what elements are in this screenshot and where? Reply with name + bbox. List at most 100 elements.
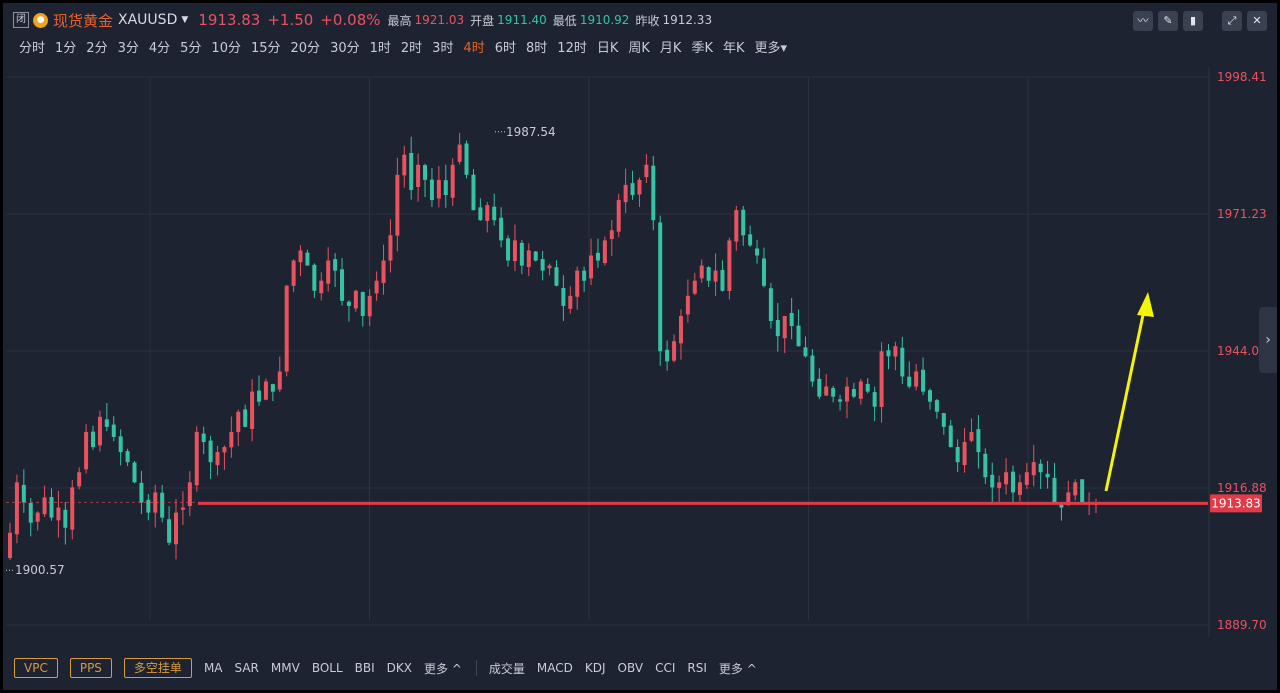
candle-body[interactable] — [554, 267, 559, 286]
candle-body[interactable] — [409, 152, 414, 190]
candle-body[interactable] — [983, 453, 988, 478]
candle-body[interactable] — [962, 442, 967, 466]
candle-body[interactable] — [506, 238, 511, 261]
candle-body[interactable] — [810, 355, 815, 382]
period-option[interactable]: 月K — [659, 41, 682, 56]
candle-body[interactable] — [1031, 462, 1036, 476]
candle-body[interactable] — [1038, 463, 1043, 473]
candle-body[interactable] — [616, 200, 621, 232]
candle-body[interactable] — [236, 411, 241, 433]
period-option[interactable]: 2时 — [400, 41, 423, 56]
candle-body[interactable] — [492, 206, 497, 221]
indicator-cci[interactable]: CCI — [655, 661, 676, 675]
candle-body[interactable] — [990, 474, 995, 488]
candle-body[interactable] — [1024, 472, 1029, 485]
candle-body[interactable] — [423, 165, 428, 180]
candle-body[interactable] — [678, 315, 683, 344]
candle-body[interactable] — [540, 259, 545, 271]
candle-body[interactable] — [1004, 472, 1009, 485]
candle-body[interactable] — [263, 381, 268, 400]
candle-body[interactable] — [125, 451, 130, 463]
candle-body[interactable] — [651, 165, 656, 221]
candle-body[interactable] — [478, 207, 483, 221]
period-option[interactable]: 1时 — [369, 41, 391, 56]
candle-body[interactable] — [568, 295, 573, 309]
symbol-code[interactable]: XAUUSD — [118, 12, 178, 28]
candle-body[interactable] — [132, 462, 137, 483]
candle-body[interactable] — [319, 280, 324, 294]
candle-body[interactable] — [457, 144, 462, 162]
candle-body[interactable] — [305, 252, 310, 266]
sub-indicators-more[interactable]: 更多 ^ — [718, 661, 757, 676]
candle-body[interactable] — [360, 291, 365, 316]
candle-body[interactable] — [215, 452, 220, 466]
candle-body[interactable] — [291, 260, 296, 286]
candle-body[interactable] — [416, 164, 421, 188]
candle-body[interactable] — [775, 320, 780, 337]
draw-pen-icon[interactable]: ✎ — [1158, 11, 1178, 31]
candle-body[interactable] — [194, 431, 199, 486]
candle-body[interactable] — [699, 265, 704, 279]
period-option[interactable]: 8时 — [526, 41, 548, 56]
symbol-dropdown-icon[interactable]: ▼ — [181, 15, 189, 25]
candle-body[interactable] — [955, 447, 960, 463]
candle-body[interactable] — [63, 509, 68, 528]
indicator-button-pps[interactable]: PPS — [69, 658, 112, 678]
candle-body[interactable] — [298, 250, 303, 263]
candle-body[interactable] — [471, 174, 476, 211]
period-option[interactable]: 15分 — [250, 41, 281, 56]
close-icon[interactable]: ✕ — [1247, 11, 1267, 31]
candle-body[interactable] — [727, 240, 732, 292]
candle-body[interactable] — [934, 400, 939, 412]
candle-body[interactable] — [879, 351, 884, 407]
candle-body[interactable] — [208, 440, 213, 463]
candle-body[interactable] — [243, 409, 248, 427]
candle-body[interactable] — [229, 431, 234, 448]
symbol-name[interactable]: 现货黄金 — [53, 11, 114, 30]
candle-body[interactable] — [1017, 482, 1022, 495]
period-option[interactable]: 12时 — [557, 41, 587, 56]
candle-body[interactable] — [886, 350, 891, 357]
candle-body[interactable] — [70, 487, 75, 530]
candle-body[interactable] — [35, 512, 40, 522]
price-chart[interactable]: 07-06 20:00 07-15 00:00 07-25 00:00 08-02 0… — [3, 67, 1277, 649]
period-option[interactable]: 分时 — [19, 41, 46, 56]
candle-body[interactable] — [367, 295, 372, 317]
candle-body[interactable] — [872, 392, 877, 407]
candle-body[interactable] — [97, 416, 102, 446]
chevron-right-icon[interactable]: › — [1259, 307, 1277, 373]
candle-body[interactable] — [1080, 479, 1085, 503]
candle-body[interactable] — [706, 267, 711, 281]
candle-body[interactable] — [658, 222, 663, 352]
candle-body[interactable] — [630, 183, 635, 196]
candle-body[interactable] — [734, 210, 739, 242]
candle-body[interactable] — [844, 386, 849, 402]
candle-body[interactable] — [270, 384, 275, 392]
candle-body[interactable] — [941, 413, 946, 427]
candle-body[interactable] — [312, 264, 317, 291]
candle-body[interactable] — [575, 270, 580, 297]
candle-body[interactable] — [665, 349, 670, 362]
candle-body[interactable] — [111, 424, 116, 437]
candle-body[interactable] — [789, 312, 794, 327]
candle-body[interactable] — [118, 436, 123, 453]
candle-body[interactable] — [969, 431, 974, 441]
candlestick-chart[interactable]: 07-06 20:00 07-15 00:00 07-25 00:00 08-02 0… — [3, 67, 1277, 649]
period-option[interactable]: 4分 — [148, 41, 171, 56]
candle-body[interactable] — [381, 260, 386, 284]
period-option[interactable]: 20分 — [290, 41, 321, 56]
candle-body[interactable] — [976, 429, 981, 453]
candle-body[interactable] — [755, 248, 760, 256]
candle-body[interactable] — [720, 269, 725, 291]
period-option[interactable]: 6时 — [494, 41, 517, 56]
indicator-obv[interactable]: OBV — [617, 661, 644, 675]
candle-body[interactable] — [824, 386, 829, 396]
indicator-bbi[interactable]: BBI — [354, 661, 375, 675]
trend-arrow-line[interactable] — [1104, 314, 1145, 492]
candle-body[interactable] — [436, 179, 441, 199]
candle-body[interactable] — [512, 240, 517, 262]
period-option[interactable]: 1分 — [55, 41, 77, 56]
period-option[interactable]: 5分 — [180, 41, 202, 56]
candle-body[interactable] — [526, 250, 531, 268]
candle-body[interactable] — [637, 179, 642, 195]
